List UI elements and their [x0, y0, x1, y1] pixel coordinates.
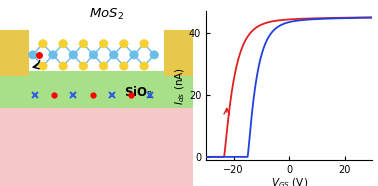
Bar — [0, 108, 193, 186]
Circle shape — [99, 40, 108, 48]
Circle shape — [49, 51, 57, 59]
Circle shape — [79, 40, 88, 48]
Bar — [0, 30, 29, 76]
Text: SiO$_2$: SiO$_2$ — [124, 85, 153, 101]
Circle shape — [150, 51, 158, 59]
Circle shape — [99, 62, 108, 70]
Circle shape — [110, 51, 118, 59]
Bar — [0, 71, 193, 108]
X-axis label: $V_{GS}$ (V): $V_{GS}$ (V) — [271, 176, 308, 186]
Circle shape — [140, 62, 148, 70]
Circle shape — [89, 51, 98, 59]
Text: MoS$_2$: MoS$_2$ — [88, 7, 124, 23]
Circle shape — [140, 40, 148, 48]
Circle shape — [130, 51, 138, 59]
Circle shape — [39, 40, 47, 48]
Y-axis label: $I_{ds}$ (nA): $I_{ds}$ (nA) — [174, 67, 187, 105]
Circle shape — [59, 62, 67, 70]
Circle shape — [28, 51, 37, 59]
Circle shape — [119, 62, 128, 70]
Circle shape — [59, 40, 67, 48]
Circle shape — [79, 62, 88, 70]
Circle shape — [119, 40, 128, 48]
Bar — [27, 35, 166, 71]
Circle shape — [69, 51, 77, 59]
Circle shape — [39, 62, 47, 70]
Bar — [164, 30, 193, 76]
